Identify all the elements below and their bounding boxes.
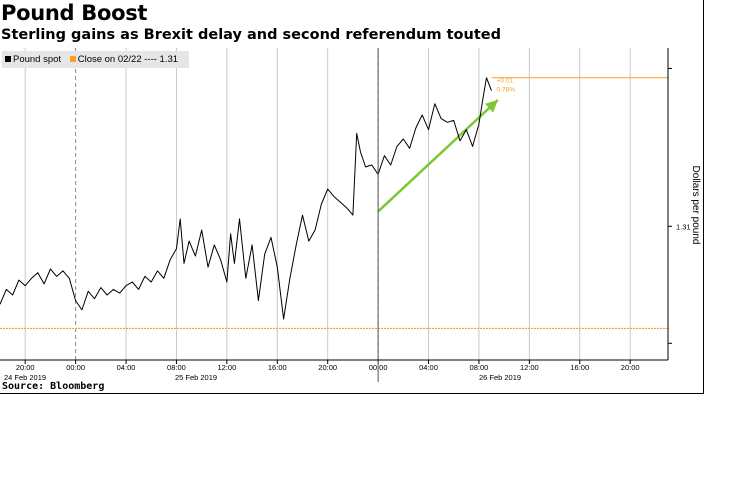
date-label: 25 Feb 2019 [175,373,217,382]
series-layer [0,77,492,320]
page-title: Pound Boost [1,1,148,25]
x-tick-label: 08:00 [167,363,186,372]
legend-swatch-close [69,55,76,62]
legend-label-series: Pound spot [13,54,62,65]
x-tick-label: 04:00 [419,363,438,372]
legend-item-series: Pound spot [5,54,61,65]
trend-arrow-head [485,100,498,113]
x-tick-label: 16:00 [570,363,589,372]
x-tick-label: 12:00 [520,363,539,372]
x-tick-label: 20:00 [621,363,640,372]
page-subtitle: Sterling gains as Brexit delay and secon… [1,27,501,43]
series-line-pound-spot [0,77,492,320]
last-value-label: +0.01 [497,78,514,85]
legend-label-close: Close on 02/22 ---- 1.31 [77,54,179,65]
source-note: Source: Bloomberg [2,381,105,392]
x-tick-label: 16:00 [268,363,287,372]
legend-swatch-series [5,55,11,62]
x-tick-label: 04:00 [117,363,136,372]
x-tick-label: 20:00 [318,363,337,372]
trend-arrow-shaft [377,99,499,213]
date-label: 26 Feb 2019 [479,373,521,382]
reference-layer: +0.01 0.78% [0,77,668,330]
chart-frame [0,0,704,394]
last-value-label: 0.78% [497,87,516,94]
y-tick-label: 1.31 [676,222,691,231]
legend: Pound spot Close on 02/22 ---- 1.31 [2,51,190,68]
x-tick-label: 12:00 [217,363,236,372]
date-label: 24 Feb 2019 [4,373,46,382]
axis-layer: 20:00 00:00 04:00 08:00 12:00 16:00 20:00 00:00… [0,48,691,382]
x-tick-label: 00:00 [66,363,85,372]
x-tick-label: 08:00 [470,363,489,372]
grid-layer [24,48,631,360]
legend-item-close: Close on 02/22 ---- 1.31 [69,54,179,65]
x-tick-label: 20:00 [16,363,35,372]
y-axis-label: Dollars per pound [690,166,701,245]
